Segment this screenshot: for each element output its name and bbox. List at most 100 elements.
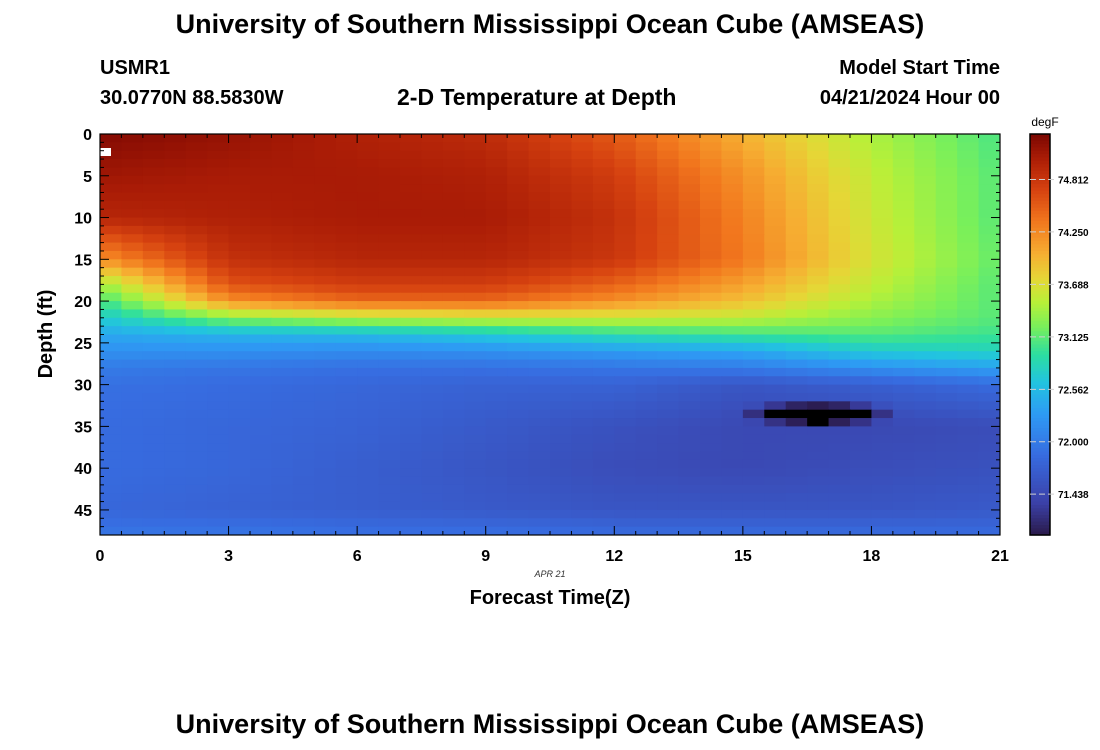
heatmap-cell [678, 401, 701, 411]
heatmap-cell [700, 376, 723, 386]
heatmap-cell [378, 142, 401, 152]
heatmap-cell [442, 434, 465, 444]
heatmap-cell [785, 392, 808, 402]
heatmap-cell [250, 334, 273, 344]
heatmap-cell [421, 434, 444, 444]
heatmap-cell [721, 234, 744, 244]
heatmap-cell [507, 334, 530, 344]
heatmap-cell [400, 384, 423, 394]
heatmap-cell [571, 459, 594, 469]
heatmap-cell [378, 309, 401, 319]
colorbar-segment [1030, 134, 1050, 138]
heatmap-cell [507, 159, 530, 169]
heatmap-cell [528, 484, 551, 494]
heatmap-cell [935, 217, 958, 227]
heatmap-cell [571, 301, 594, 311]
heatmap-cell [400, 250, 423, 260]
heatmap-cell [292, 200, 315, 210]
heatmap-cell [185, 334, 208, 344]
heatmap-cell [914, 493, 937, 503]
heatmap-cell [142, 351, 165, 361]
heatmap-cell [314, 351, 337, 361]
heatmap-cell [978, 159, 1000, 169]
heatmap-cell [614, 434, 637, 444]
heatmap-cell [892, 501, 915, 511]
colorbar-segment [1030, 157, 1050, 162]
heatmap-cell [378, 276, 401, 285]
colorbar-segment [1030, 154, 1050, 158]
heatmap-cell [678, 376, 701, 386]
heatmap-cell [828, 459, 851, 469]
heatmap-cell [721, 459, 744, 469]
heatmap-cell [485, 159, 508, 169]
heatmap-cell [742, 434, 765, 444]
heatmap-cell [100, 367, 123, 377]
heatmap-cell [614, 134, 637, 143]
heatmap-cell [207, 134, 230, 143]
heatmap-cell [250, 225, 273, 235]
heatmap-cell [807, 518, 830, 528]
heatmap-cell [207, 501, 230, 511]
heatmap-cell [421, 334, 444, 344]
heatmap-cell [442, 359, 465, 369]
heatmap-cell [764, 376, 787, 386]
heatmap-cell [721, 317, 744, 327]
heatmap-cell [614, 234, 637, 244]
heatmap-cell [400, 284, 423, 294]
heatmap-cell [850, 159, 873, 169]
heatmap-cell [828, 225, 851, 235]
heatmap-cell [657, 234, 680, 244]
heatmap-cell [357, 501, 380, 511]
heatmap-cell [100, 451, 123, 461]
heatmap-cell [400, 209, 423, 219]
heatmap-cell [700, 217, 723, 227]
heatmap-cell [571, 342, 594, 352]
heatmap-cell [592, 192, 615, 202]
heatmap-cell [185, 217, 208, 227]
heatmap-cell [678, 159, 701, 169]
heatmap-cell [635, 342, 658, 352]
heatmap-cell [228, 468, 251, 478]
colorbar-segment [1030, 150, 1050, 155]
heatmap-cell [914, 484, 937, 494]
heatmap-cell [571, 493, 594, 503]
heatmap-cell [978, 434, 1000, 444]
colorbar-segment [1030, 488, 1050, 493]
heatmap-cell [935, 392, 958, 402]
heatmap-cell [678, 418, 701, 427]
heatmap-cell [592, 401, 615, 411]
colorbar-tick-label: 72.562 [1058, 385, 1089, 396]
heatmap-cell [185, 468, 208, 478]
heatmap-cell [100, 476, 123, 486]
heatmap-cell [442, 134, 465, 143]
heatmap-cell [550, 509, 573, 519]
heatmap-cell [207, 443, 230, 453]
heatmap-cell [721, 434, 744, 444]
heatmap-cell [485, 217, 508, 227]
heatmap-cell [100, 468, 123, 478]
heatmap-cell [721, 175, 744, 185]
heatmap-cell [700, 367, 723, 377]
colorbar-segment [1030, 491, 1050, 496]
heatmap-cell [914, 192, 937, 202]
heatmap-cell [657, 459, 680, 469]
heatmap-cell [464, 292, 487, 302]
heatmap-cell [592, 384, 615, 394]
heatmap-cell [250, 217, 273, 227]
heatmap-cell [914, 184, 937, 194]
colorbar-segment [1030, 471, 1050, 476]
heatmap-cell [442, 409, 465, 419]
heatmap-cell [271, 200, 294, 210]
heatmap-cell [142, 493, 165, 503]
heatmap-cell [807, 418, 830, 427]
heatmap-cell [721, 217, 744, 227]
heatmap-cell [464, 451, 487, 461]
x-tick-label: 0 [96, 548, 105, 565]
heatmap-cell [614, 292, 637, 302]
heatmap-cell [378, 326, 401, 336]
heatmap-cell [528, 476, 551, 486]
heatmap-cell [678, 434, 701, 444]
heatmap-cell [657, 334, 680, 344]
heatmap-cell [764, 326, 787, 336]
heatmap-cell [271, 351, 294, 361]
